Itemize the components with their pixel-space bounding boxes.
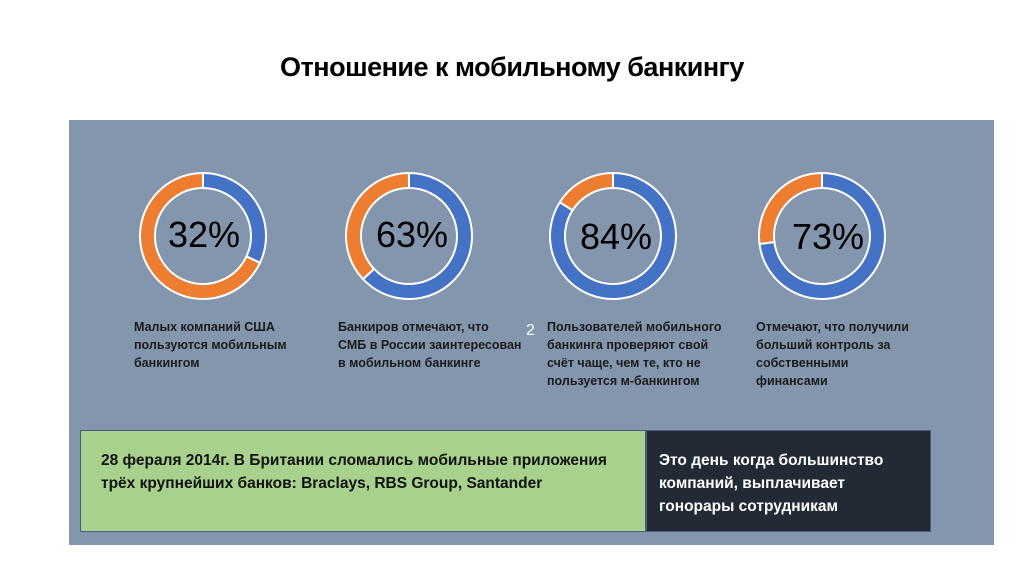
donut-value-3: 84% (580, 216, 653, 257)
donut-chart-3 (548, 171, 678, 301)
caption-1: Малых компаний США пользуются мобильным ба… (134, 320, 287, 370)
donut-value-1: 32% (168, 214, 241, 255)
donut-chart-4 (757, 171, 887, 301)
event-box: 28 фераля 2014г. В Британии сломались мо… (80, 430, 646, 532)
donut-chart-1 (138, 171, 268, 301)
caption-2: Банкиров отмечают, что СМБ в России заинт… (338, 320, 522, 370)
donut-value-2: 63% (376, 214, 449, 255)
slide-title: Отношение к мобильному банкингу (280, 52, 744, 82)
explanation-text: Это день когда большинство компаний, вып… (659, 452, 884, 515)
donut-chart-2 (344, 171, 474, 301)
event-text: 28 фераля 2014г. В Британии сломались мо… (101, 452, 607, 492)
caption-4: Отмечают, что получили больший контроль з… (756, 320, 909, 388)
footnote-number: 2 (526, 322, 535, 339)
explanation-box: Это день когда большинство компаний, вып… (646, 430, 931, 532)
caption-3: Пользователей мобильного банкинга проверя… (547, 320, 722, 388)
donut-value-4: 73% (792, 216, 865, 257)
